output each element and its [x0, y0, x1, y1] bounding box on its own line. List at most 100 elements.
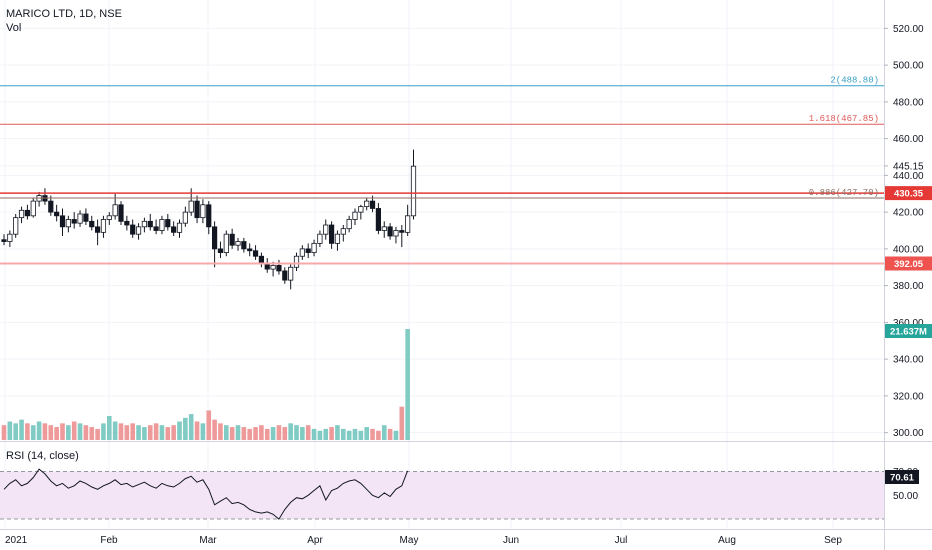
candle-body [1, 239, 7, 242]
time-tick-label: Aug [718, 535, 736, 546]
candle-body [30, 200, 36, 217]
volume-bar [136, 425, 141, 440]
volume-bar [235, 425, 241, 440]
volume-bar [399, 406, 405, 440]
candle-body [247, 248, 253, 252]
volume-bar [54, 427, 59, 440]
price-tick-label: 300.00 [893, 428, 924, 439]
volume-badge [885, 324, 932, 338]
resistance-badge [885, 186, 932, 201]
candle-body [112, 204, 118, 217]
candle-body [229, 233, 235, 246]
candle-body [276, 265, 282, 272]
candle-body [171, 226, 177, 233]
candle-body [95, 226, 101, 233]
candle-body [106, 215, 112, 220]
volume-bar [212, 419, 217, 440]
candle-body [364, 200, 370, 208]
horizontal-lines[interactable]: 2(488.80) 1.618(467.85) 0.886(427.70) [0, 76, 884, 265]
price-tick-label: 320.00 [893, 391, 924, 402]
candle-body [135, 226, 142, 235]
candle-body [305, 248, 311, 253]
candle-body [399, 230, 405, 233]
price-tick-label: 480.00 [893, 97, 924, 108]
candle-body [176, 222, 183, 233]
symbol-legend[interactable]: MARICO LTD, 1D, NSE [6, 8, 122, 20]
candle-body [71, 219, 77, 224]
candle-body [252, 250, 259, 257]
candle-body [387, 226, 393, 237]
candle-body [410, 165, 417, 217]
volume-bar [305, 425, 311, 440]
volume-bar [107, 415, 112, 440]
candle-body [346, 219, 352, 230]
volume-bar [405, 329, 410, 440]
candle-body [147, 220, 153, 228]
candle-body [130, 224, 136, 235]
candle-body [299, 248, 305, 257]
volume-bar [124, 425, 130, 440]
volume-bar [229, 427, 235, 440]
candle-body [405, 215, 411, 233]
volume-legend[interactable]: Vol [6, 22, 22, 34]
candle-body [77, 213, 83, 224]
volume-bar [183, 417, 188, 440]
volume-bar [317, 430, 323, 440]
volume-bar [89, 427, 95, 440]
time-tick-label: Sep [824, 535, 842, 546]
volume-bar [218, 423, 223, 440]
rsi-panel [0, 468, 884, 520]
candle-body [317, 233, 323, 244]
volume-bar [253, 427, 258, 440]
fib_2-label: 2(488.80) [830, 76, 879, 86]
price-candles[interactable] [1, 149, 417, 290]
time-tick-label: May [400, 535, 419, 546]
volume-bar [270, 427, 276, 440]
volume-bar [376, 430, 381, 440]
volume-bar [241, 427, 247, 440]
candle-body [235, 241, 241, 246]
candle-body [323, 224, 329, 235]
volume-bar [247, 428, 252, 440]
volume-bar [159, 425, 165, 440]
candle-body [188, 200, 194, 213]
volume-bar [259, 425, 264, 440]
volume-bar [224, 425, 229, 440]
candle-body [124, 220, 130, 226]
rsi-badge-label: 70.61 [890, 473, 914, 484]
candle-body [89, 220, 95, 228]
rsi-tick-label: 50.00 [893, 491, 918, 502]
volume-bar [393, 430, 399, 440]
volume-bar [370, 428, 375, 440]
price-badges: 430.35 392.05 21.637M 70.61 [885, 186, 932, 484]
price-tick-label: 500.00 [893, 61, 924, 72]
candle-body [282, 270, 288, 281]
fib_1618-label: 1.618(467.85) [809, 114, 879, 124]
volume-bar [346, 430, 352, 440]
volume-bar [300, 427, 305, 440]
volume-bar [130, 423, 135, 440]
rsi-band [0, 471, 884, 520]
volume-bar [118, 423, 124, 440]
candle-body [393, 230, 399, 237]
volume-bar [142, 427, 147, 440]
candle-body [59, 215, 66, 228]
volume-bar [294, 425, 299, 440]
candle-body [18, 209, 25, 219]
volume-bar [387, 428, 393, 440]
rsi-legend[interactable]: RSI (14, close) [6, 450, 79, 462]
volume-bar [194, 421, 200, 440]
volume-bar [7, 421, 13, 440]
candle-body [206, 204, 212, 228]
volume-bar [341, 428, 346, 440]
candle-body [13, 217, 19, 235]
candle-body [141, 220, 147, 228]
rsi-badge [885, 470, 919, 484]
candle-body [311, 242, 317, 253]
candle-body [118, 204, 124, 222]
volume-bar [147, 425, 153, 440]
time-tick-label: 2021 [5, 535, 28, 546]
resistance-badge-label: 430.35 [894, 189, 924, 200]
